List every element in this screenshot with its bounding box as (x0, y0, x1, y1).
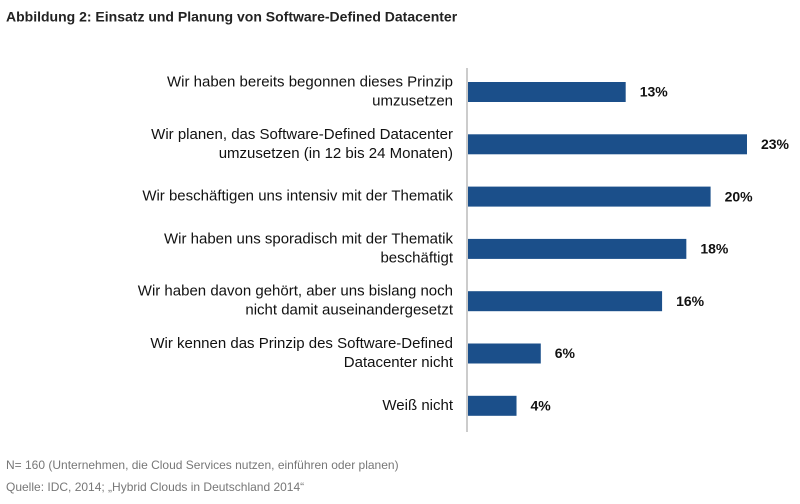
category-label: umzusetzen (372, 92, 453, 109)
value-label: 20% (725, 188, 754, 204)
category-label: Wir haben bereits begonnen dieses Prinzi… (167, 73, 453, 90)
category-label: Weiß nicht (382, 397, 453, 414)
category-label: Datacenter nicht (344, 354, 454, 371)
category-label: Wir planen, das Software-Defined Datacen… (151, 126, 453, 143)
bar (468, 343, 541, 364)
bar (468, 395, 517, 416)
category-label: Wir beschäftigen uns intensiv mit der Th… (142, 188, 453, 205)
category-label: beschäftigt (380, 249, 453, 266)
category-label: Wir kennen das Prinzip des Software-Defi… (150, 335, 453, 352)
bar (468, 134, 747, 155)
footnote: N= 160 (Unternehmen, die Cloud Services … (6, 458, 399, 472)
category-label: Wir haben davon gehört, aber uns bislang… (138, 283, 453, 300)
value-label: 23% (761, 136, 790, 152)
bar (468, 186, 711, 207)
source: Quelle: IDC, 2014; „Hybrid Clouds in Deu… (6, 480, 304, 494)
category-label: nicht damit auseinandergesetzt (245, 302, 453, 319)
category-label: Wir haben uns sporadisch mit der Themati… (164, 230, 454, 247)
bar (468, 238, 687, 259)
value-label: 16% (676, 293, 705, 309)
category-label: umzusetzen (in 12 bis 24 Monaten) (219, 145, 453, 162)
bar (468, 291, 663, 312)
value-label: 6% (555, 345, 576, 361)
value-label: 18% (700, 241, 729, 257)
chart-title: Abbildung 2: Einsatz und Planung von Sof… (6, 9, 458, 25)
bar (468, 82, 626, 102)
value-label: 4% (531, 398, 552, 414)
value-label: 13% (640, 84, 669, 100)
